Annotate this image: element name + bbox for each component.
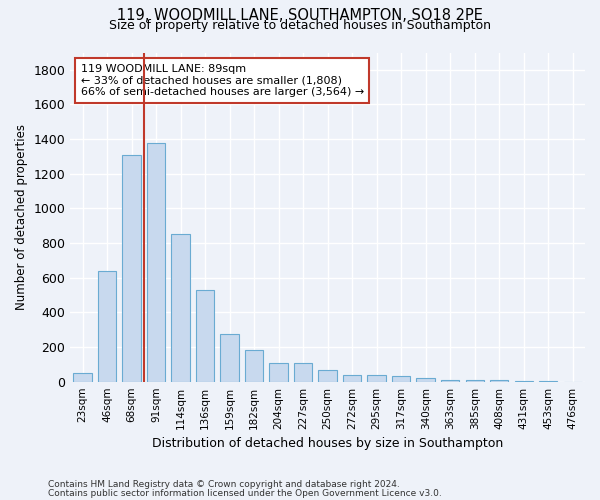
Bar (466, 380, 484, 382)
Text: 119 WOODMILL LANE: 89sqm
← 33% of detached houses are smaller (1,808)
66% of sem: 119 WOODMILL LANE: 89sqm ← 33% of detach… (80, 64, 364, 97)
Bar (122, 154, 141, 382)
Bar (147, 142, 165, 382)
Text: Contains public sector information licensed under the Open Government Licence v3: Contains public sector information licen… (48, 488, 442, 498)
Bar (220, 334, 239, 382)
Text: 119, WOODMILL LANE, SOUTHAMPTON, SO18 2PE: 119, WOODMILL LANE, SOUTHAMPTON, SO18 2P… (117, 8, 483, 22)
Bar (416, 378, 435, 382)
Bar (539, 381, 557, 382)
Bar (515, 381, 533, 382)
Bar (319, 370, 337, 382)
Bar (367, 375, 386, 382)
Bar (269, 364, 288, 382)
Bar (490, 380, 508, 382)
Bar (98, 271, 116, 382)
Bar (441, 380, 460, 382)
Bar (294, 364, 313, 382)
Bar (245, 350, 263, 382)
Bar (172, 234, 190, 382)
Text: Size of property relative to detached houses in Southampton: Size of property relative to detached ho… (109, 18, 491, 32)
Bar (392, 376, 410, 382)
Text: Contains HM Land Registry data © Crown copyright and database right 2024.: Contains HM Land Registry data © Crown c… (48, 480, 400, 489)
Bar (73, 373, 92, 382)
X-axis label: Distribution of detached houses by size in Southampton: Distribution of detached houses by size … (152, 437, 503, 450)
Bar (343, 375, 361, 382)
Y-axis label: Number of detached properties: Number of detached properties (15, 124, 28, 310)
Bar (196, 290, 214, 382)
